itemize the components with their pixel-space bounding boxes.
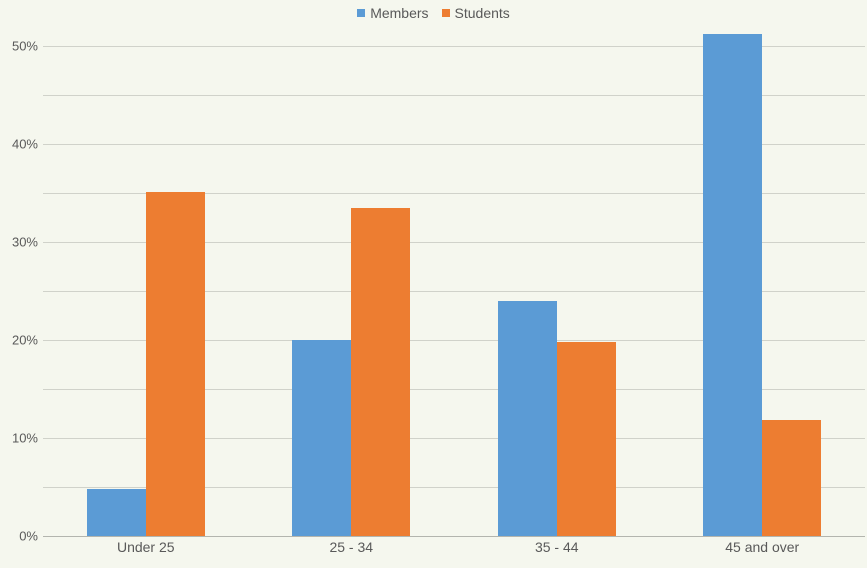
bar-students-45-and-over xyxy=(762,420,822,536)
y-axis-label-50: 50% xyxy=(11,38,38,54)
legend-swatch-members xyxy=(357,9,366,17)
bar-students-35-44 xyxy=(556,341,616,536)
gridline-50pct xyxy=(43,46,865,47)
x-axis-label-45-and-over: 45 and over xyxy=(725,539,800,555)
y-axis-label-0: 0% xyxy=(19,528,38,544)
x-axis-label-25-34: 25 - 34 xyxy=(329,539,374,555)
y-axis-label-40: 40% xyxy=(11,136,38,152)
legend-label: Members xyxy=(370,5,429,21)
gridline-40pct xyxy=(43,144,865,145)
bar-members-under-25 xyxy=(86,488,146,536)
bar-students-25-34 xyxy=(351,207,411,536)
legend-item-members: Members xyxy=(357,5,429,21)
gridline-30pct xyxy=(43,242,865,243)
chart-legend: Members Students xyxy=(0,5,867,21)
gridline-35pct xyxy=(43,193,865,194)
y-axis-label-10: 10% xyxy=(11,430,38,446)
x-axis-label-35-44: 35 - 44 xyxy=(534,539,579,555)
gridline-5pct xyxy=(43,487,865,488)
gridline-45pct xyxy=(43,95,865,96)
bar-members-45-and-over xyxy=(703,34,763,536)
y-axis-label-20: 20% xyxy=(11,332,38,348)
x-axis-line xyxy=(43,536,865,537)
gridline-20pct xyxy=(43,340,865,341)
legend-swatch-students xyxy=(441,9,450,17)
gridline-15pct xyxy=(43,389,865,390)
bar-members-35-44 xyxy=(497,300,557,536)
gridline-25pct xyxy=(43,291,865,292)
x-axis-label-under-25: Under 25 xyxy=(116,539,175,555)
gridline-10pct xyxy=(43,438,865,439)
legend-item-students: Students xyxy=(441,5,510,21)
bar-students-under-25 xyxy=(145,192,205,536)
y-axis-label-30: 30% xyxy=(11,234,38,250)
plot-area xyxy=(43,0,865,536)
legend-label: Students xyxy=(454,5,510,21)
bar-members-25-34 xyxy=(292,340,352,536)
